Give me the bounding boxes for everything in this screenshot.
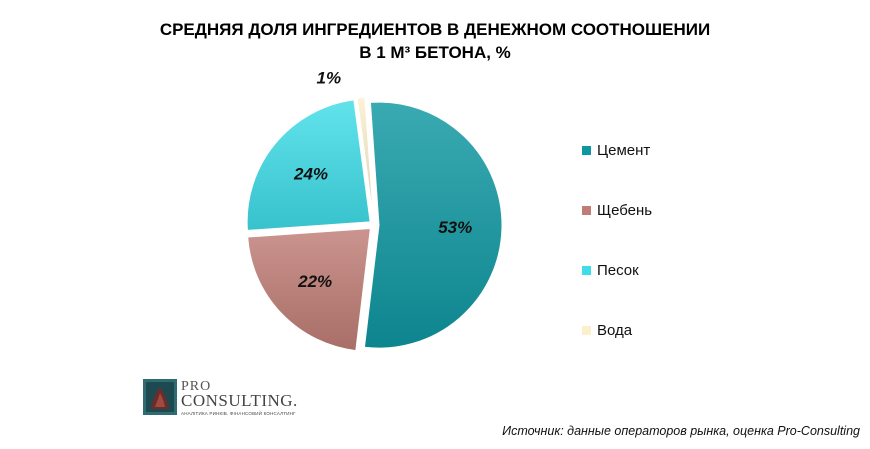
pro-consulting-logo: PRO CONSULTING. АНАЛІТИКА РИНКІВ. ФІНАНС… (143, 379, 313, 419)
pie-slice-sand (246, 99, 371, 231)
chart-title-line-1: СРЕДНЯЯ ДОЛЯ ИНГРЕДИЕНТОВ В ДЕНЕЖНОМ СОО… (159, 20, 711, 39)
legend-item-cement: Цемент (582, 140, 652, 160)
legend-swatch-water (582, 325, 591, 335)
logo-emblem-icon (143, 379, 177, 415)
legend-item-sand: Песок (582, 260, 652, 280)
chart-title: СРЕДНЯЯ ДОЛЯ ИНГРЕДИЕНТОВ В ДЕНЕЖНОМ СОО… (0, 18, 870, 64)
legend-swatch-sand (582, 265, 591, 275)
logo-consulting-text: CONSULTING. (181, 391, 298, 410)
legend: Цемент Щебень Песок Вода (582, 140, 652, 380)
data-label-gravel: 22% (297, 272, 332, 291)
legend-label-water: Вода (597, 321, 633, 339)
data-label-water: 1% (317, 69, 342, 88)
legend-label-sand: Песок (597, 261, 639, 279)
data-label-cement: 53% (438, 218, 472, 237)
pie-slice-water (356, 96, 374, 221)
logo-pro-text: PRO (181, 379, 212, 394)
legend-item-water: Вода (582, 320, 652, 340)
logo-tagline: АНАЛІТИКА РИНКІВ. ФІНАНСОВИЙ КОНСАЛТИНГ (181, 411, 296, 416)
legend-label-gravel: Щебень (597, 201, 653, 219)
pie-slice-gravel (247, 227, 371, 352)
source-note: Источник: данные операторов рынка, оценк… (502, 424, 860, 438)
legend-swatch-gravel (582, 205, 591, 215)
legend-swatch-cement (582, 145, 591, 155)
chart-title-line-2: В 1 М³ БЕТОНА, % (359, 43, 511, 62)
legend-label-cement: Цемент (597, 141, 651, 159)
legend-item-gravel: Щебень (582, 200, 652, 220)
data-label-sand: 24% (293, 165, 328, 184)
pie-slice-cement (363, 101, 503, 349)
